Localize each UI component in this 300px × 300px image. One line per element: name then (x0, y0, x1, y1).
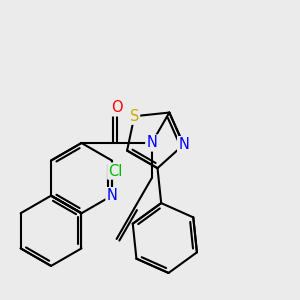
Text: N: N (146, 136, 157, 151)
Text: N: N (106, 188, 117, 203)
Text: Cl: Cl (108, 164, 123, 178)
Text: S: S (130, 109, 139, 124)
Text: N: N (178, 137, 189, 152)
Text: O: O (111, 100, 122, 115)
